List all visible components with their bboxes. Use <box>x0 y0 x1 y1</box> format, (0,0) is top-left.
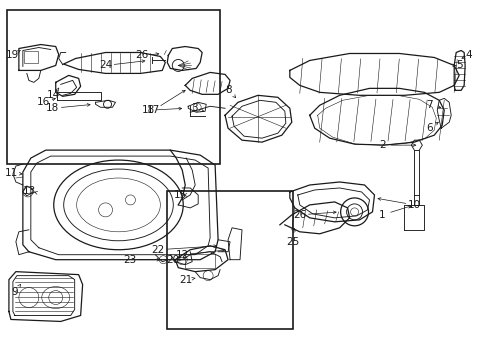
Text: 7: 7 <box>425 100 432 110</box>
Text: 25: 25 <box>285 237 299 247</box>
Text: 24: 24 <box>99 60 112 71</box>
Text: 15: 15 <box>173 190 186 200</box>
Text: 26: 26 <box>135 50 148 60</box>
Text: 6: 6 <box>425 123 432 133</box>
Text: 23: 23 <box>122 255 136 265</box>
Text: 12: 12 <box>175 250 188 260</box>
Text: 20: 20 <box>166 255 180 265</box>
Text: 13: 13 <box>23 186 37 196</box>
Text: 18: 18 <box>46 103 59 113</box>
Text: 10: 10 <box>407 200 420 210</box>
Text: 19: 19 <box>6 50 20 60</box>
Text: 1: 1 <box>378 210 385 220</box>
Bar <box>166 191 293 329</box>
Text: 14: 14 <box>47 90 60 100</box>
Text: 21: 21 <box>179 275 192 285</box>
Text: 2: 2 <box>378 140 385 150</box>
Bar <box>24 51 38 63</box>
Bar <box>7 10 220 164</box>
Text: 17: 17 <box>146 105 160 115</box>
Text: 26: 26 <box>293 210 306 220</box>
Text: 9: 9 <box>12 287 18 297</box>
Text: 16: 16 <box>37 97 50 107</box>
Text: 3: 3 <box>190 103 197 113</box>
Text: 22: 22 <box>151 245 164 255</box>
Text: 11: 11 <box>5 168 19 178</box>
Text: 5: 5 <box>455 60 462 71</box>
Text: 8: 8 <box>225 85 232 95</box>
Text: 18: 18 <box>142 105 155 115</box>
Bar <box>185 254 215 268</box>
Text: 4: 4 <box>465 50 471 60</box>
